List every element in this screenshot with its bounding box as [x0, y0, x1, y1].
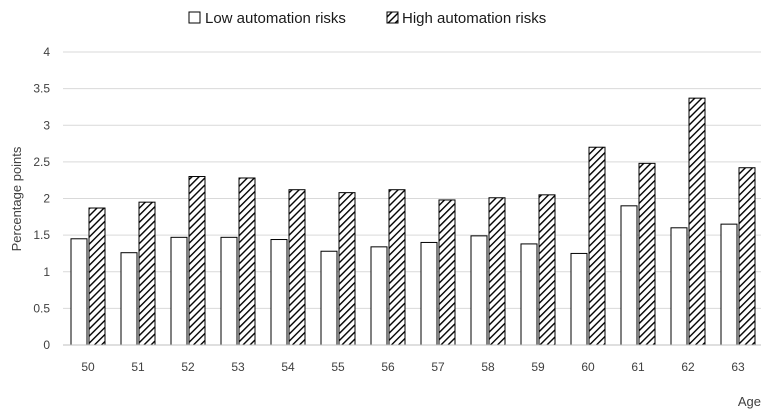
bar-high-60	[588, 146, 606, 346]
bar-low-55	[320, 250, 338, 346]
y-axis-ticks: 0 0.5 1 1.5 2 2.5 3 3.5 4	[33, 45, 50, 352]
bar-low-63	[720, 223, 738, 346]
x-tick-label: 53	[231, 360, 245, 374]
y-tick-label: 2	[43, 192, 50, 206]
x-tick-label: 60	[581, 360, 595, 374]
bar-low-53	[220, 236, 238, 346]
legend-item-low: Low automation risks	[188, 10, 346, 27]
x-tick-label: 57	[431, 360, 445, 374]
bar-low-59	[520, 243, 538, 346]
legend-item-high: High automation risks	[386, 10, 546, 27]
bar-high-54	[288, 189, 306, 346]
bar-low-58	[470, 235, 488, 346]
bar-high-52	[188, 176, 206, 346]
bar-low-54	[270, 239, 288, 346]
legend-label-low: Low automation risks	[205, 10, 346, 27]
bar-high-53	[238, 177, 256, 346]
bar-high-57	[438, 199, 456, 346]
bar-high-62	[688, 97, 706, 346]
y-axis-title: Percentage points	[9, 146, 24, 251]
bar-high-50	[88, 207, 106, 346]
gridlines	[63, 51, 761, 309]
bar-low-61	[620, 205, 638, 346]
x-tick-label: 59	[531, 360, 545, 374]
y-tick-label: 0	[43, 338, 50, 352]
bar-low-52	[170, 236, 188, 346]
bar-low-62	[670, 227, 688, 346]
x-axis-ticks: 50 51 52 53 54 55 56 57 58 59 60 61 62 63	[81, 360, 745, 374]
bar-low-50	[70, 238, 88, 346]
y-tick-label: 2.5	[33, 155, 50, 169]
y-tick-label: 1	[43, 265, 50, 279]
y-tick-label: 1.5	[33, 228, 50, 242]
x-tick-label: 55	[331, 360, 345, 374]
bar-high-58	[488, 197, 506, 346]
x-tick-label: 50	[81, 360, 95, 374]
y-tick-label: 3	[43, 118, 50, 132]
legend-swatch-high	[386, 11, 399, 24]
bar-high-51	[138, 201, 156, 346]
legend: Low automation risks High automation ris…	[188, 10, 546, 27]
x-tick-label: 58	[481, 360, 495, 374]
bar-high-59	[538, 194, 556, 346]
x-tick-label: 54	[281, 360, 295, 374]
x-tick-label: 51	[131, 360, 145, 374]
bar-high-61	[638, 162, 656, 346]
x-tick-label: 61	[631, 360, 645, 374]
legend-label-high: High automation risks	[402, 10, 546, 27]
bar-low-57	[420, 241, 438, 346]
bar-low-51	[120, 252, 138, 346]
bar-low-60	[570, 252, 588, 346]
bar-low-56	[370, 246, 388, 346]
bar-high-55	[338, 192, 356, 346]
x-tick-label: 52	[181, 360, 195, 374]
y-tick-label: 4	[43, 45, 50, 59]
bar-high-56	[388, 189, 406, 346]
y-tick-label: 0.5	[33, 301, 50, 315]
x-tick-label: 63	[731, 360, 745, 374]
y-tick-label: 3.5	[33, 82, 50, 96]
bar-high-63	[738, 167, 756, 346]
x-axis-title: Age	[738, 394, 761, 409]
x-tick-label: 62	[681, 360, 695, 374]
legend-swatch-low	[188, 11, 201, 24]
x-tick-label: 56	[381, 360, 395, 374]
